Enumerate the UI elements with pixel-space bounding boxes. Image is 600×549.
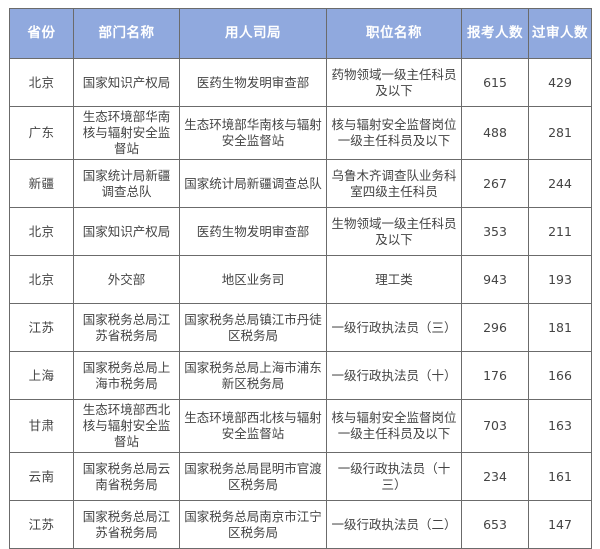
cell-province: 北京 (9, 207, 74, 256)
cell-passed: 147 (528, 500, 592, 549)
cell-passed: 163 (528, 399, 592, 453)
cell-passed: 281 (528, 106, 592, 160)
cell-position: 一级行政执法员（三） (326, 303, 462, 352)
cell-position: 乌鲁木齐调查队业务科室四级主任科员 (326, 159, 462, 208)
cell-position: 核与辐射安全监督岗位一级主任科员及以下 (326, 399, 462, 453)
table-row: 广东 生态环境部华南核与辐射安全监督站 生态环境部华南核与辐射安全监督站 核与辐射安全… (9, 106, 592, 160)
cell-position: 一级行政执法员（十） (326, 351, 462, 400)
cell-department: 生态环境部西北核与辐射安全监督站 (73, 399, 180, 453)
cell-applicants: 353 (461, 207, 529, 256)
cell-passed: 181 (528, 303, 592, 352)
table-row: 江苏 国家税务总局江苏省税务局 国家税务总局南京市江宁区税务局 一级行政执法员（二） 6… (9, 500, 592, 549)
cell-applicants: 615 (461, 58, 529, 107)
cell-province: 甘肃 (9, 399, 74, 453)
cell-department: 国家知识产权局 (73, 207, 180, 256)
column-header-applicants: 报考人数 (461, 8, 529, 59)
cell-department: 国家税务总局上海市税务局 (73, 351, 180, 400)
cell-province: 云南 (9, 452, 74, 501)
table-row: 新疆 国家统计局新疆调查总队 国家统计局新疆调查总队 乌鲁木齐调查队业务科室四级主任科… (9, 159, 592, 208)
table-header: 省份 部门名称 用人司局 职位名称 报考人数 过审人数 (9, 8, 592, 59)
cell-passed: 244 (528, 159, 592, 208)
cell-province: 广东 (9, 106, 74, 160)
column-header-position: 职位名称 (326, 8, 462, 59)
cell-passed: 161 (528, 452, 592, 501)
cell-department: 国家知识产权局 (73, 58, 180, 107)
table-row: 北京 国家知识产权局 医药生物发明审查部 药物领域一级主任科员及以下 615 429 (9, 58, 592, 107)
cell-bureau: 国家税务总局昆明市官渡区税务局 (179, 452, 327, 501)
table-row: 北京 国家知识产权局 医药生物发明审查部 生物领域一级主任科员及以下 353 211 (9, 207, 592, 256)
job-applications-table: 省份 部门名称 用人司局 职位名称 报考人数 过审人数 北京 国家知识产权局 医药生… (9, 8, 592, 549)
cell-province: 江苏 (9, 303, 74, 352)
cell-bureau: 国家税务总局镇江市丹徒区税务局 (179, 303, 327, 352)
cell-applicants: 943 (461, 255, 529, 304)
cell-position: 一级行政执法员（二） (326, 500, 462, 549)
table-body: 北京 国家知识产权局 医药生物发明审查部 药物领域一级主任科员及以下 615 429 广东生… (9, 58, 592, 549)
cell-position: 药物领域一级主任科员及以下 (326, 58, 462, 107)
table-row: 江苏 国家税务总局江苏省税务局 国家税务总局镇江市丹徒区税务局 一级行政执法员（三） 2… (9, 303, 592, 352)
cell-province: 江苏 (9, 500, 74, 549)
cell-bureau: 生态环境部西北核与辐射安全监督站 (179, 399, 327, 453)
table-row: 甘肃 生态环境部西北核与辐射安全监督站 生态环境部西北核与辐射安全监督站 核与辐射安全… (9, 399, 592, 453)
cell-position: 生物领域一级主任科员及以下 (326, 207, 462, 256)
cell-province: 上海 (9, 351, 74, 400)
cell-applicants: 234 (461, 452, 529, 501)
cell-province: 北京 (9, 58, 74, 107)
cell-bureau: 国家税务总局上海市浦东新区税务局 (179, 351, 327, 400)
cell-applicants: 296 (461, 303, 529, 352)
cell-position: 理工类 (326, 255, 462, 304)
cell-department: 外交部 (73, 255, 180, 304)
cell-applicants: 267 (461, 159, 529, 208)
table-row: 上海 国家税务总局上海市税务局 国家税务总局上海市浦东新区税务局 一级行政执法员（十）… (9, 351, 592, 400)
cell-province: 北京 (9, 255, 74, 304)
cell-province: 新疆 (9, 159, 74, 208)
cell-department: 国家税务总局江苏省税务局 (73, 500, 180, 549)
cell-bureau: 医药生物发明审查部 (179, 207, 327, 256)
cell-applicants: 703 (461, 399, 529, 453)
column-header-department: 部门名称 (73, 8, 180, 59)
cell-passed: 166 (528, 351, 592, 400)
table-row: 北京 外交部 地区业务司 理工类 943 193 (9, 255, 592, 304)
cell-bureau: 医药生物发明审查部 (179, 58, 327, 107)
cell-bureau: 国家税务总局南京市江宁区税务局 (179, 500, 327, 549)
cell-passed: 429 (528, 58, 592, 107)
cell-department: 生态环境部华南核与辐射安全监督站 (73, 106, 180, 160)
table-header-row: 省份 部门名称 用人司局 职位名称 报考人数 过审人数 (9, 8, 592, 59)
cell-position: 一级行政执法员（十三） (326, 452, 462, 501)
cell-bureau: 国家统计局新疆调查总队 (179, 159, 327, 208)
cell-passed: 211 (528, 207, 592, 256)
cell-applicants: 653 (461, 500, 529, 549)
column-header-province: 省份 (9, 8, 74, 59)
cell-passed: 193 (528, 255, 592, 304)
cell-applicants: 176 (461, 351, 529, 400)
cell-department: 国家统计局新疆调查总队 (73, 159, 180, 208)
cell-department: 国家税务总局云南省税务局 (73, 452, 180, 501)
cell-bureau: 生态环境部华南核与辐射安全监督站 (179, 106, 327, 160)
cell-department: 国家税务总局江苏省税务局 (73, 303, 180, 352)
cell-applicants: 488 (461, 106, 529, 160)
cell-bureau: 地区业务司 (179, 255, 327, 304)
cell-position: 核与辐射安全监督岗位一级主任科员及以下 (326, 106, 462, 160)
table-row: 云南 国家税务总局云南省税务局 国家税务总局昆明市官渡区税务局 一级行政执法员（十三）… (9, 452, 592, 501)
column-header-bureau: 用人司局 (179, 8, 327, 59)
column-header-passed: 过审人数 (528, 8, 592, 59)
